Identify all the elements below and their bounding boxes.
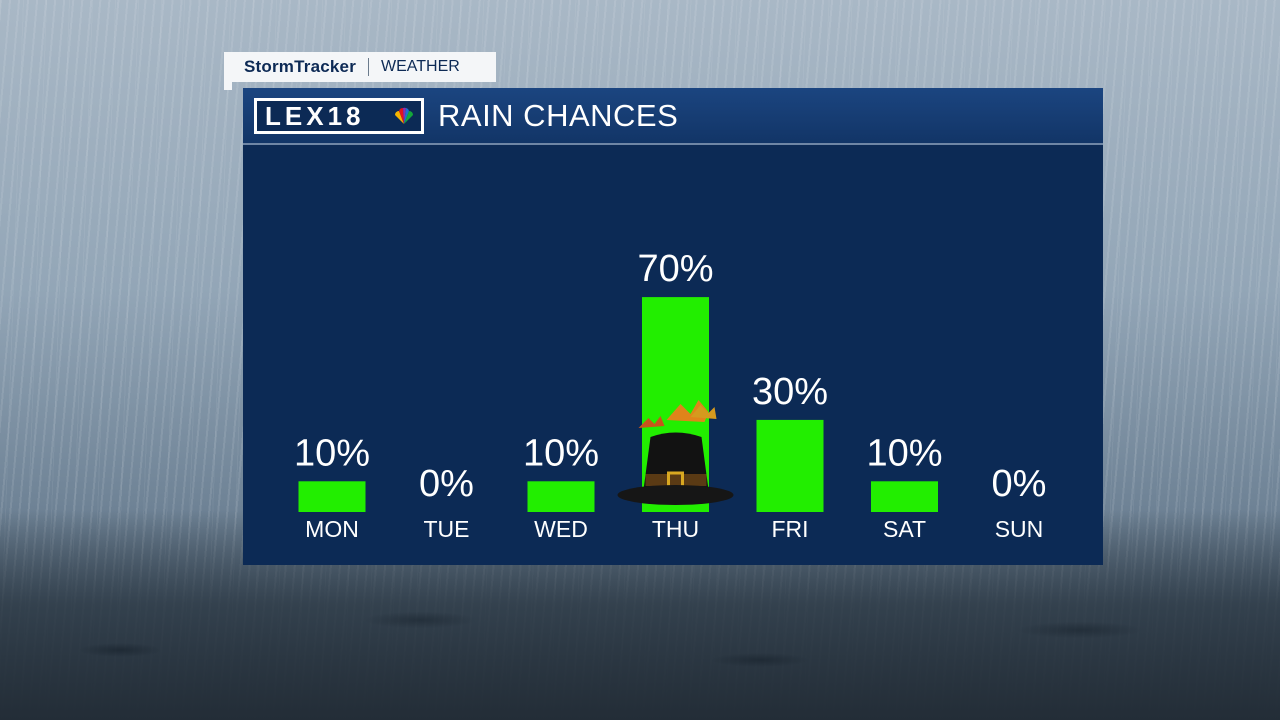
value-label-wed: 10% [523,432,599,474]
day-label-thu: THU [652,516,699,542]
value-label-fri: 30% [752,371,828,413]
value-label-tue: 0% [419,463,474,505]
station-logo-text: LEX18 [265,101,365,131]
station-logo-inner: LEX18 [257,101,421,131]
peacock-icon [395,107,413,124]
tag-divider [368,58,370,76]
bar-fri [756,419,824,512]
tag-brand: StormTracker [244,57,357,76]
panel-header: LEX18 RAIN CHANCES [243,88,1103,145]
value-label-mon: 10% [294,432,370,474]
day-label-sun: SUN [995,516,1044,542]
day-label-tue: TUE [424,516,470,542]
value-label-sun: 0% [992,463,1047,505]
bar-mon [298,481,366,512]
tag-section: WEATHER [381,58,460,75]
bars-layer: 10% MON 0% TUE 10% WED 70% THU 30% FRI 10% SAT 0% SUN [294,248,1046,542]
day-label-sat: SAT [883,516,926,542]
rain-chances-panel: LEX18 RAIN CHANCES 10% MON 0% TUE 10% WED 70% T… [243,88,1103,565]
day-label-wed: WED [534,516,588,542]
station-logo: LEX18 [254,98,424,134]
day-label-mon: MON [305,516,359,542]
bar-sat [871,481,938,512]
bar-wed [527,481,595,512]
pilgrim-hat-icon [617,400,734,505]
chart-title: RAIN CHANCES [438,98,679,133]
rain-chance-chart: 10% MON 0% TUE 10% WED 70% THU 30% FRI 10% SAT 0% SUN [294,248,1046,542]
value-label-thu: 70% [637,248,713,290]
value-label-sat: 10% [866,432,942,474]
stormtracker-tag: StormTracker WEATHER [224,52,496,90]
day-label-fri: FRI [771,516,808,542]
